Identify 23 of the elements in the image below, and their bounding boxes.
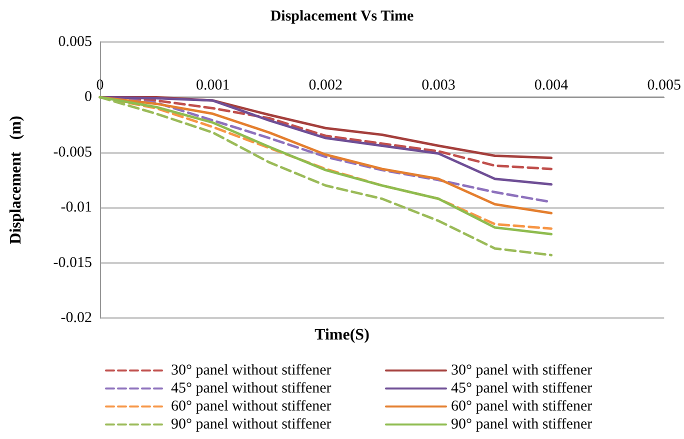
legend-label: 90° panel without stiffener — [171, 416, 332, 432]
y-axis-title: Displacement (m) — [8, 116, 24, 244]
y-tick-label: -0.01 — [60, 200, 92, 216]
legend-label: 45° panel without stiffener — [171, 380, 332, 396]
y-tick-label: -0.005 — [53, 144, 92, 160]
y-tick-label: -0.015 — [53, 254, 92, 271]
x-tick-label: 0.004 — [534, 78, 569, 94]
x-tick-label: 0.002 — [308, 78, 343, 94]
legend-label: 60° panel with stiffener — [451, 398, 592, 414]
x-axis-title: Time(S) — [314, 326, 370, 344]
x-tick-label: 0.001 — [196, 78, 230, 94]
y-tick-label: -0.02 — [60, 310, 92, 326]
chart-title: Displacement Vs Time — [270, 8, 414, 24]
legend-label: 30° panel with stiffener — [451, 362, 592, 378]
legend-label: 60° panel without stiffener — [171, 398, 332, 414]
legend-label: 90° panel with stiffener — [451, 416, 592, 432]
legend-label: 45° panel with stiffener — [451, 380, 592, 396]
x-tick-label: 0.005 — [647, 78, 681, 94]
y-tick-label: 0 — [84, 89, 92, 106]
x-tick-label: 0 — [96, 78, 104, 94]
legend-label: 30° panel without stiffener — [171, 362, 332, 378]
y-tick-label: 0.005 — [58, 34, 92, 50]
x-tick-label: 0.003 — [422, 78, 456, 94]
